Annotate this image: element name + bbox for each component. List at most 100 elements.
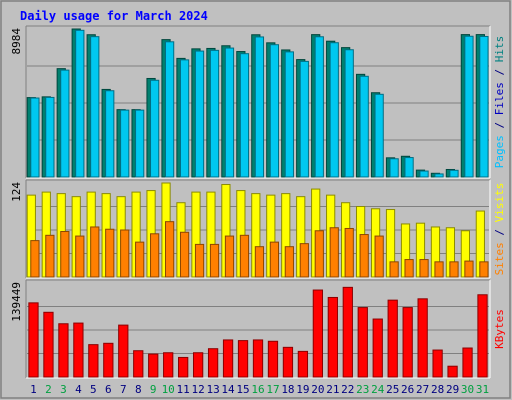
x-tick-label-30: 30 [461, 383, 474, 396]
bar-hits-files-2 [45, 96, 55, 178]
bar-visits-sites-3 [60, 231, 70, 278]
x-tick-label-18: 18 [281, 383, 294, 396]
bar-visits-sites-28 [434, 261, 444, 278]
bar-visits-sites-4 [75, 235, 85, 278]
bar-kbytes-kbytes-20 [312, 289, 324, 378]
legend-part-4: Hits [493, 36, 506, 63]
bar-kbytes-kbytes-16 [252, 339, 264, 378]
bar-hits-files-22 [344, 49, 354, 178]
bar-visits-sites-20 [314, 230, 324, 278]
legend-part-0: Pages [493, 135, 506, 168]
bar-visits-sites-19 [299, 243, 309, 278]
bar-hits-files-27 [419, 170, 429, 178]
legend-part-2: Visits [493, 183, 506, 223]
bar-kbytes-kbytes-19 [297, 350, 309, 378]
bar-hits-files-11 [179, 59, 190, 178]
x-tick-label-12: 12 [192, 383, 205, 396]
bar-kbytes-kbytes-26 [402, 307, 413, 378]
bar-hits-files-6 [105, 90, 115, 178]
bar-visits-sites-24 [374, 235, 384, 278]
bar-kbytes-kbytes-10 [163, 352, 174, 378]
bar-kbytes-kbytes-30 [462, 347, 473, 378]
x-tick-label-21: 21 [326, 383, 339, 396]
bar-kbytes-kbytes-13 [207, 348, 219, 378]
y-axis-legend-label: Pages / Files / Hits [493, 36, 506, 169]
bar-kbytes-kbytes-31 [477, 294, 488, 378]
bar-kbytes-kbytes-21 [327, 296, 338, 378]
x-tick-label-16: 16 [251, 383, 264, 396]
bar-visits-sites-11 [179, 231, 190, 278]
bar-hits-files-24 [374, 93, 384, 178]
bar-hits-files-23 [359, 75, 369, 178]
x-tick-label-26: 26 [401, 383, 414, 396]
legend-part-1: / [493, 115, 506, 135]
bar-hits-files-5 [90, 36, 100, 178]
legend-part-1: / [493, 222, 506, 242]
bar-kbytes-kbytes-12 [192, 352, 204, 378]
bar-visits-sites-26 [404, 259, 414, 278]
chart-panels: 8984 Pages / Files / Hits 124 Sites / Visit… [10, 25, 506, 379]
bar-hits-files-31 [479, 36, 489, 178]
bar-kbytes-kbytes-5 [88, 344, 99, 378]
x-tick-label-4: 4 [75, 383, 82, 396]
x-tick-label-23: 23 [356, 383, 369, 396]
x-tick-label-14: 14 [221, 383, 235, 396]
bar-kbytes-kbytes-8 [133, 350, 144, 378]
bar-visits-sites-30 [464, 260, 474, 278]
bar-hits-files-19 [299, 60, 309, 178]
bar-visits-sites-6 [105, 228, 115, 278]
y-axis-legend-label: Sites / Visits [493, 183, 506, 276]
panel-hits: 8984 Pages / Files / Hits [10, 25, 506, 179]
bar-visits-sites-8 [135, 241, 145, 278]
x-tick-label-27: 27 [416, 383, 429, 396]
panel-visits: 124 Sites / Visits [10, 179, 506, 279]
legend-part-2: Files [493, 82, 506, 115]
bar-hits-files-25 [389, 158, 399, 178]
bar-hits-files-26 [404, 157, 414, 178]
legend-part-0: Sites [493, 242, 506, 275]
bar-kbytes-kbytes-14 [222, 339, 234, 378]
bar-hits-files-12 [194, 50, 205, 178]
x-tick-label-5: 5 [90, 383, 97, 396]
bar-visits-sites-7 [120, 229, 130, 278]
bar-visits-sites-22 [344, 227, 354, 278]
bar-visits-sites-14 [224, 235, 235, 278]
x-tick-label-11: 11 [177, 383, 190, 396]
bar-hits-files-17 [269, 44, 279, 178]
legend-part-3: / [493, 62, 506, 82]
bar-hits-files-15 [239, 53, 250, 178]
bar-hits-files-30 [464, 35, 474, 178]
bar-kbytes-kbytes-15 [237, 340, 249, 378]
bar-hits-files-7 [120, 109, 130, 178]
bar-kbytes-kbytes-6 [103, 342, 114, 378]
bar-kbytes-kbytes-27 [417, 298, 428, 378]
bar-kbytes-kbytes-29 [447, 365, 458, 378]
bar-hits-files-4 [75, 29, 85, 178]
x-tick-label-28: 28 [431, 383, 444, 396]
bar-kbytes-kbytes-25 [387, 299, 398, 378]
x-tick-label-10: 10 [162, 383, 175, 396]
bar-visits-sites-13 [209, 243, 220, 278]
bar-visits-sites-27 [419, 259, 429, 278]
x-tick-label-22: 22 [341, 383, 354, 396]
bar-visits-sites-31 [479, 261, 489, 278]
bar-kbytes-kbytes-1 [28, 302, 39, 378]
bar-hits-files-9 [150, 79, 160, 178]
bar-visits-sites-5 [90, 226, 100, 278]
bar-visits-sites-16 [254, 246, 265, 278]
bar-kbytes-kbytes-4 [73, 322, 84, 378]
bar-kbytes-kbytes-7 [118, 324, 129, 378]
bar-hits-files-18 [284, 51, 294, 178]
x-tick-label-3: 3 [60, 383, 67, 396]
bar-hits-files-8 [135, 109, 145, 178]
bar-hits-files-1 [30, 97, 40, 178]
bar-hits-files-16 [254, 36, 265, 178]
chart-title: Daily usage for March 2024 [20, 9, 208, 23]
bar-kbytes-kbytes-17 [267, 340, 279, 378]
y-axis-legend-label: KBytes [493, 309, 506, 349]
bar-visits-sites-12 [194, 243, 205, 278]
y-max-label: 8984 [10, 28, 23, 55]
bar-kbytes-kbytes-24 [372, 318, 383, 378]
